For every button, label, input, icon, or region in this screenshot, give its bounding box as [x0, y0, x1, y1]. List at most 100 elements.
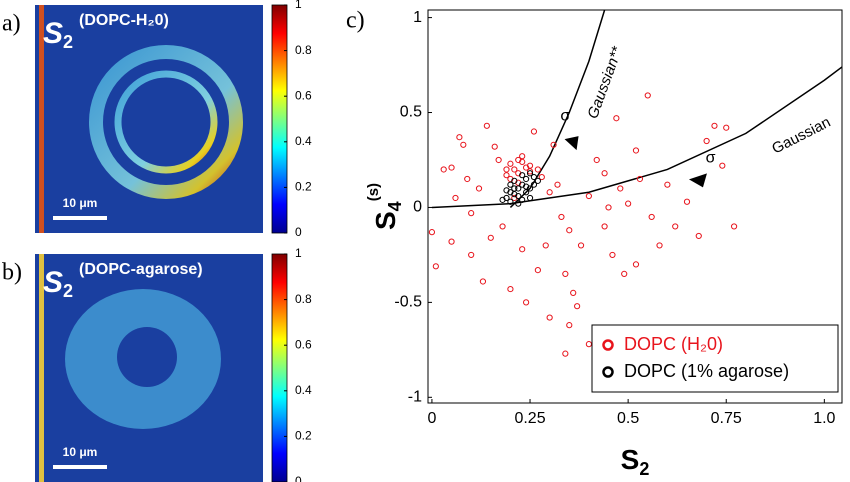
text-part: 2: [63, 32, 73, 52]
point: [585, 341, 592, 348]
point: [507, 285, 514, 293]
panel-label: c): [346, 8, 365, 34]
point: [644, 92, 651, 99]
point: [483, 122, 490, 129]
point: [503, 172, 510, 179]
legend-label: DOPC (H₂0): [624, 334, 723, 354]
text-part: 4: [385, 201, 405, 211]
legend-label: DOPC (1% agarose): [624, 361, 789, 381]
panel-label: a): [2, 11, 21, 37]
colorbar-tick-label: 0.8: [295, 292, 312, 306]
y-tick-label: 1: [413, 9, 422, 26]
point: [672, 223, 679, 230]
point: [507, 160, 514, 167]
point: [534, 166, 541, 173]
point: [479, 278, 487, 285]
point: [432, 263, 439, 270]
point: [526, 168, 534, 175]
point: [613, 115, 620, 122]
point: [499, 196, 506, 203]
point: [664, 181, 671, 188]
point: [440, 166, 447, 173]
point: [609, 251, 616, 259]
text-part: S: [43, 17, 63, 50]
colorbar-tick-label: 0.4: [295, 383, 312, 397]
point: [546, 189, 553, 196]
x-tick-label: 0.5: [617, 410, 639, 427]
point: [625, 200, 632, 207]
point: [605, 204, 612, 211]
colorbar-tick-label: 1: [295, 0, 302, 11]
arrow: [564, 136, 579, 151]
point: [511, 177, 518, 184]
point: [656, 242, 663, 249]
point: [468, 210, 475, 217]
model-curve: [509, 10, 606, 208]
text-part: 2: [639, 459, 649, 479]
point: [534, 267, 541, 274]
point: [538, 173, 545, 181]
point: [452, 194, 459, 202]
point: [554, 181, 561, 188]
point: [719, 162, 726, 169]
point: [546, 314, 553, 321]
legend-marker: [602, 366, 614, 378]
point: [515, 185, 522, 192]
image-edge: [39, 254, 44, 482]
point: [530, 128, 538, 135]
point: [428, 229, 436, 236]
point: [530, 173, 538, 181]
colorbar-tick-label: 0.6: [295, 337, 312, 351]
colorbar-tick-label: 0: [295, 474, 302, 482]
plot-area: [431, 10, 842, 209]
text-part: 2: [63, 281, 73, 301]
x-axis-label: S2: [621, 444, 650, 478]
point: [448, 238, 455, 245]
text-part: S: [43, 266, 63, 299]
scale-bar-label: 10 μm: [63, 445, 98, 459]
y-tick-label: -0.5: [394, 294, 422, 311]
colorbar-tick-label: 0.4: [295, 134, 312, 148]
colorbar: [271, 253, 288, 482]
point: [468, 251, 475, 259]
text-part: S: [621, 444, 640, 475]
point: [519, 153, 526, 160]
point: [542, 242, 549, 249]
point: [723, 124, 730, 131]
colorbar-tick-label: 0: [295, 225, 302, 239]
point: [519, 172, 526, 179]
point: [703, 137, 710, 145]
point: [460, 141, 467, 148]
point: [534, 177, 541, 184]
point: [585, 192, 592, 200]
point: [499, 223, 506, 230]
y-tick-label: -1: [408, 389, 422, 406]
point: [515, 200, 522, 207]
y-tick-label: 0: [413, 199, 422, 216]
ring: [114, 70, 218, 174]
scale-bar-label: 10 μm: [63, 196, 98, 210]
point: [519, 196, 526, 203]
colorbar-tick-label: 0.8: [295, 43, 312, 57]
point: [507, 198, 514, 205]
point: [562, 270, 569, 277]
point: [526, 194, 534, 202]
point: [523, 175, 530, 183]
annotation: σ: [560, 108, 570, 125]
panel-title: S2 (DOPC-H₂0): [43, 12, 169, 52]
x-tick-label: 0.25: [514, 410, 545, 427]
colorbar-tick-label: 0.6: [295, 88, 312, 102]
point: [511, 166, 518, 173]
point: [558, 213, 565, 221]
point: [456, 134, 463, 141]
point: [464, 175, 471, 183]
point: [574, 303, 581, 310]
model-curve: [431, 66, 842, 209]
point: [617, 185, 624, 192]
point: [566, 322, 573, 329]
x-tick-label: 0: [427, 410, 436, 427]
point: [636, 175, 644, 183]
point: [730, 223, 738, 230]
point: [632, 147, 640, 154]
